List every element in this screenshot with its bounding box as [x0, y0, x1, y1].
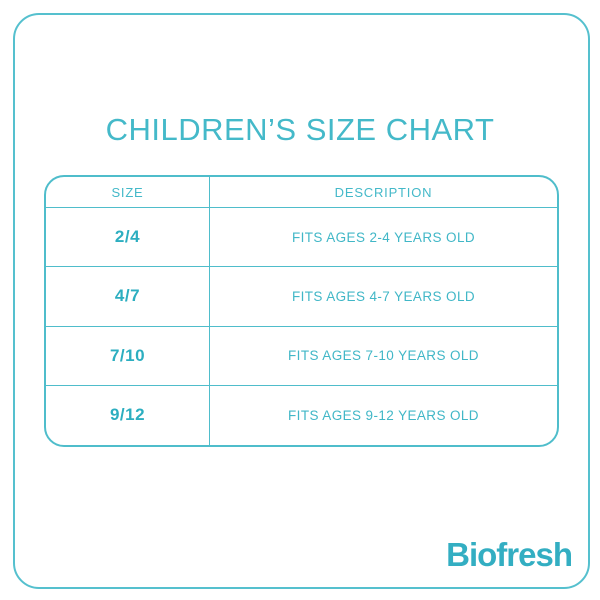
table-row-description: FITS AGES 9-12 YEARS OLD	[288, 407, 479, 423]
table-header-description: DESCRIPTION	[210, 177, 557, 208]
table-row-description: FITS AGES 7-10 YEARS OLD	[210, 327, 557, 386]
size-chart-table: SIZE DESCRIPTION 2/4 FITS AGES 2-4 YEARS…	[44, 175, 559, 447]
table-header-size: SIZE	[46, 177, 210, 208]
table-row-description: FITS AGES 2-4 YEARS OLD	[210, 208, 557, 268]
page-border-frame	[13, 13, 590, 589]
table-row-size: 2/4	[46, 208, 210, 268]
table-row-size: 7/10	[46, 326, 210, 386]
table-row-size: 9/12	[46, 385, 210, 445]
table-row-description: FITS AGES 4-7 YEARS OLD	[210, 267, 557, 327]
table-row-size: 4/7	[46, 267, 210, 327]
page-title: CHILDREN’S SIZE CHART	[105, 112, 495, 147]
brand-logo: Biofresh	[446, 536, 573, 573]
